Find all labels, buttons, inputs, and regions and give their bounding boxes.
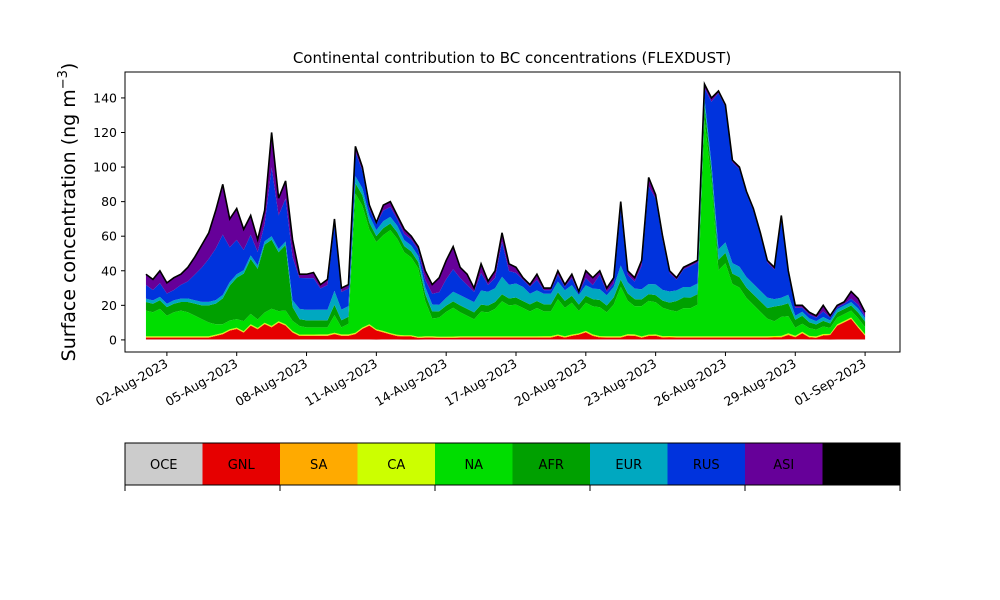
legend-label-eur: EUR [615, 458, 642, 473]
legend-frame [124, 442, 901, 486]
y-axis-label-close: ) [58, 63, 80, 70]
x-tick-label: 08-Aug-2023 [232, 356, 310, 409]
plot-area [124, 71, 901, 353]
legend-swatch-eur [590, 443, 668, 485]
y-axis-label-superscript: −3 [56, 70, 71, 89]
x-tick-label: 01-Sep-2023 [792, 356, 869, 409]
x-tick-label: 02-Aug-2023 [93, 356, 171, 409]
x-tick-label: 17-Aug-2023 [442, 356, 520, 409]
legend-label-sa: SA [310, 458, 327, 473]
y-tick-label: 20 [101, 298, 117, 313]
total-line [145, 80, 866, 318]
area-series-afr [145, 105, 866, 330]
y-tick-label: 40 [101, 263, 117, 278]
y-axis-label-main: Surface concentration (ng m [58, 89, 80, 361]
legend-swatch-ca [357, 443, 436, 485]
y-tick-label: 120 [93, 125, 117, 140]
x-tick-label: 20-Aug-2023 [512, 356, 590, 409]
y-tick-label: 100 [93, 160, 117, 175]
legend-label-na: NA [464, 458, 483, 473]
legend-swatch-sa [280, 443, 358, 485]
x-axis: 02-Aug-202305-Aug-202308-Aug-202311-Aug-… [93, 352, 869, 409]
legend-label-aus: AUS [848, 458, 875, 473]
y-tick-label: 80 [101, 194, 117, 209]
x-tick-label: 11-Aug-2023 [302, 356, 380, 409]
legend-swatch-na [435, 443, 513, 485]
legend-label-gnl: GNL [228, 458, 256, 473]
y-tick-label: 60 [101, 229, 117, 244]
legend-swatch-aus [822, 443, 901, 485]
legend-label-ca: CA [387, 458, 405, 473]
legend-swatch-oce [125, 443, 203, 485]
legend-label-asi: ASI [773, 458, 794, 473]
y-axis-label: Surface concentration (ng m−3) [56, 63, 80, 362]
legend-swatch-afr [512, 443, 591, 485]
area-series-gnl [145, 318, 866, 340]
legend-label-afr: AFR [539, 458, 564, 473]
y-tick-label: 0 [109, 332, 117, 347]
area-series-ca [145, 317, 866, 338]
area-series-oce [145, 339, 866, 340]
legend-label-oce: OCE [150, 458, 178, 473]
stack-areas [145, 84, 866, 340]
x-tick-label: 29-Aug-2023 [721, 356, 799, 409]
x-tick-label: 14-Aug-2023 [372, 356, 450, 409]
y-tick-label: 140 [93, 90, 117, 105]
area-series-eur [145, 98, 866, 325]
legend: OCE GNL SA CA NA AFR EUR RUS ASI AUS [124, 442, 901, 491]
legend-swatch-gnl [202, 443, 281, 485]
y-axis: 0 20 40 60 80 100 120 140 [93, 90, 125, 347]
x-tick-label: 26-Aug-2023 [651, 356, 729, 409]
chart-title: Continental contribution to BC concentra… [293, 49, 731, 67]
legend-label-rus: RUS [693, 458, 720, 473]
legend-swatch-rus [667, 443, 746, 485]
x-tick-label: 23-Aug-2023 [582, 356, 660, 409]
x-tick-label: 05-Aug-2023 [163, 356, 241, 409]
plot-frame [124, 71, 901, 353]
legend-swatch-asi [745, 443, 823, 485]
